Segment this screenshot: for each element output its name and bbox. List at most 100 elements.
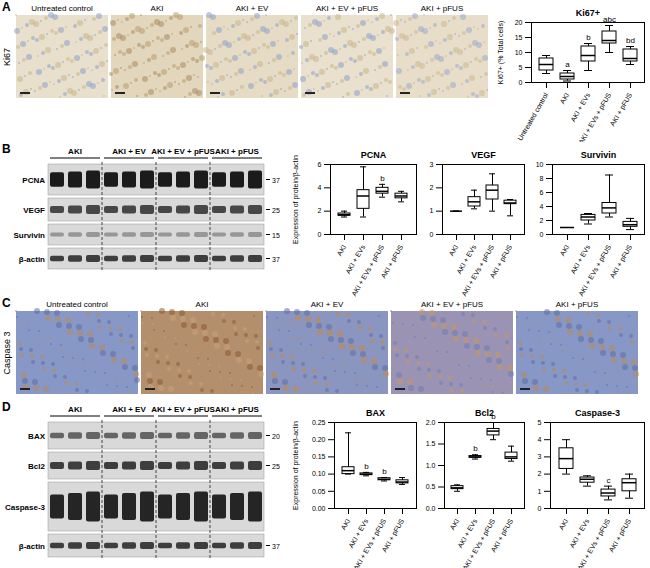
svg-text:b: b bbox=[586, 33, 591, 42]
svg-text:AKI: AKI bbox=[196, 300, 209, 309]
svg-text:AKI + EV: AKI + EV bbox=[311, 300, 344, 309]
svg-text:abc: abc bbox=[603, 15, 616, 24]
svg-text:0: 0 bbox=[430, 231, 434, 238]
svg-text:20: 20 bbox=[272, 433, 280, 440]
svg-text:Ki67+: Ki67+ bbox=[576, 8, 600, 18]
svg-text:AKI + EVs + pFUS: AKI + EVs + pFUS bbox=[576, 517, 612, 568]
svg-text:AKI + pFUS: AKI + pFUS bbox=[556, 300, 598, 309]
svg-text:AKI: AKI bbox=[68, 405, 82, 414]
svg-text:Expression of protein/β-actin: Expression of protein/β-actin bbox=[292, 155, 300, 244]
svg-text:AKI + EVs: AKI + EVs bbox=[568, 517, 590, 549]
svg-text:AKI + EV: AKI + EV bbox=[112, 147, 146, 156]
svg-text:AKI + EVs + pFUS: AKI + EVs + pFUS bbox=[352, 517, 388, 568]
svg-text:0: 0 bbox=[540, 231, 544, 238]
svg-text:2: 2 bbox=[540, 217, 544, 224]
svg-text:0.10: 0.10 bbox=[312, 470, 326, 477]
svg-text:4: 4 bbox=[538, 436, 542, 443]
svg-text:2.0: 2.0 bbox=[426, 419, 436, 426]
svg-text:15: 15 bbox=[272, 232, 280, 239]
svg-text:1.0: 1.0 bbox=[426, 462, 436, 469]
svg-text:37: 37 bbox=[272, 256, 280, 263]
svg-text:AKI + EVs + pFUS: AKI + EVs + pFUS bbox=[577, 91, 613, 145]
svg-text:6: 6 bbox=[540, 189, 544, 196]
svg-text:4: 4 bbox=[318, 184, 322, 191]
svg-text:AKI + EVs + pFUS: AKI + EVs + pFUS bbox=[350, 243, 386, 297]
svg-text:PCNA: PCNA bbox=[22, 176, 45, 185]
svg-text:B: B bbox=[2, 142, 11, 156]
svg-text:0.00: 0.00 bbox=[312, 505, 326, 512]
svg-text:VEGF: VEGF bbox=[471, 150, 496, 160]
svg-text:bd: bd bbox=[626, 36, 635, 45]
svg-text:5: 5 bbox=[538, 419, 542, 426]
svg-text:25: 25 bbox=[272, 207, 280, 214]
svg-text:Expression of protein/β-actin: Expression of protein/β-actin bbox=[292, 421, 300, 510]
svg-text:a: a bbox=[565, 60, 570, 69]
svg-text:AKI + pFUS: AKI + pFUS bbox=[215, 405, 259, 414]
svg-text:0.15: 0.15 bbox=[312, 453, 326, 460]
svg-text:1: 1 bbox=[538, 488, 542, 495]
svg-text:AKI + EV + pFUS: AKI + EV + pFUS bbox=[316, 4, 378, 13]
svg-text:c: c bbox=[607, 476, 611, 485]
svg-text:Caspase 3: Caspase 3 bbox=[2, 331, 12, 374]
svg-text:BAX: BAX bbox=[28, 432, 46, 441]
svg-text:8: 8 bbox=[540, 175, 544, 182]
svg-text:37: 37 bbox=[272, 177, 280, 184]
svg-text:AKI + EVs: AKI + EVs bbox=[569, 91, 591, 123]
svg-text:3: 3 bbox=[538, 453, 542, 460]
svg-text:b: b bbox=[364, 462, 369, 471]
svg-text:AKI + pFUS: AKI + pFUS bbox=[608, 517, 634, 553]
svg-text:Survivin: Survivin bbox=[581, 150, 617, 160]
svg-text:Bcl2: Bcl2 bbox=[475, 408, 494, 418]
svg-text:Survivin: Survivin bbox=[13, 231, 45, 240]
svg-text:1.5: 1.5 bbox=[426, 440, 436, 447]
svg-text:0.20: 0.20 bbox=[312, 436, 326, 443]
svg-text:37: 37 bbox=[272, 543, 280, 550]
svg-text:0.05: 0.05 bbox=[312, 488, 326, 495]
svg-text:b: b bbox=[382, 467, 387, 476]
svg-text:6: 6 bbox=[318, 161, 322, 168]
svg-text:0: 0 bbox=[318, 231, 322, 238]
svg-text:AKI: AKI bbox=[336, 244, 348, 257]
svg-text:b: b bbox=[380, 174, 385, 183]
svg-text:Bcl2: Bcl2 bbox=[28, 462, 45, 471]
svg-text:Untreated control: Untreated control bbox=[31, 4, 93, 13]
svg-text:15: 15 bbox=[515, 34, 523, 41]
svg-text:2: 2 bbox=[538, 470, 542, 477]
svg-text:AKI + pFUS: AKI + pFUS bbox=[489, 243, 515, 279]
svg-text:Untreated control: Untreated control bbox=[516, 91, 549, 141]
svg-text:0.5: 0.5 bbox=[426, 483, 436, 490]
svg-text:AKI + EV: AKI + EV bbox=[112, 405, 146, 414]
svg-text:3: 3 bbox=[430, 161, 434, 168]
svg-text:AKI + pFUS: AKI + pFUS bbox=[380, 243, 406, 279]
svg-text:AKI + EV + pFUS: AKI + EV + pFUS bbox=[151, 147, 215, 156]
svg-text:AKI + pFUS: AKI + pFUS bbox=[215, 147, 259, 156]
svg-text:b: b bbox=[473, 444, 478, 453]
svg-text:PCNA: PCNA bbox=[361, 150, 387, 160]
svg-text:25: 25 bbox=[272, 463, 280, 470]
svg-text:β-actin: β-actin bbox=[19, 255, 45, 264]
svg-text:D: D bbox=[2, 400, 11, 414]
svg-text:2: 2 bbox=[430, 184, 434, 191]
svg-text:Caspase-3: Caspase-3 bbox=[5, 503, 46, 512]
svg-text:AKI + EVs + pFUS: AKI + EVs + pFUS bbox=[577, 243, 613, 297]
svg-text:10: 10 bbox=[515, 49, 523, 56]
svg-text:4: 4 bbox=[540, 203, 544, 210]
svg-text:Caspase-3: Caspase-3 bbox=[575, 408, 620, 418]
svg-text:AKI: AKI bbox=[449, 518, 461, 531]
svg-text:Untreated control: Untreated control bbox=[46, 300, 108, 309]
svg-text:1: 1 bbox=[430, 207, 434, 214]
svg-text:AKI + EV + pFUS: AKI + EV + pFUS bbox=[151, 405, 215, 414]
svg-text:BAX: BAX bbox=[366, 408, 385, 418]
svg-text:AKI + pFUS: AKI + pFUS bbox=[381, 517, 407, 553]
svg-text:β-actin: β-actin bbox=[19, 542, 45, 551]
svg-text:VEGF: VEGF bbox=[23, 206, 45, 215]
svg-text:20: 20 bbox=[515, 19, 523, 26]
svg-text:0: 0 bbox=[519, 79, 523, 86]
svg-text:A: A bbox=[2, 0, 11, 14]
svg-text:C: C bbox=[2, 296, 11, 310]
svg-text:Ki67+ (% Total cells): Ki67+ (% Total cells) bbox=[497, 21, 505, 84]
svg-text:2: 2 bbox=[318, 207, 322, 214]
svg-text:AKI: AKI bbox=[559, 92, 571, 105]
svg-text:0.25: 0.25 bbox=[312, 419, 326, 426]
svg-text:AKI: AKI bbox=[558, 518, 570, 531]
